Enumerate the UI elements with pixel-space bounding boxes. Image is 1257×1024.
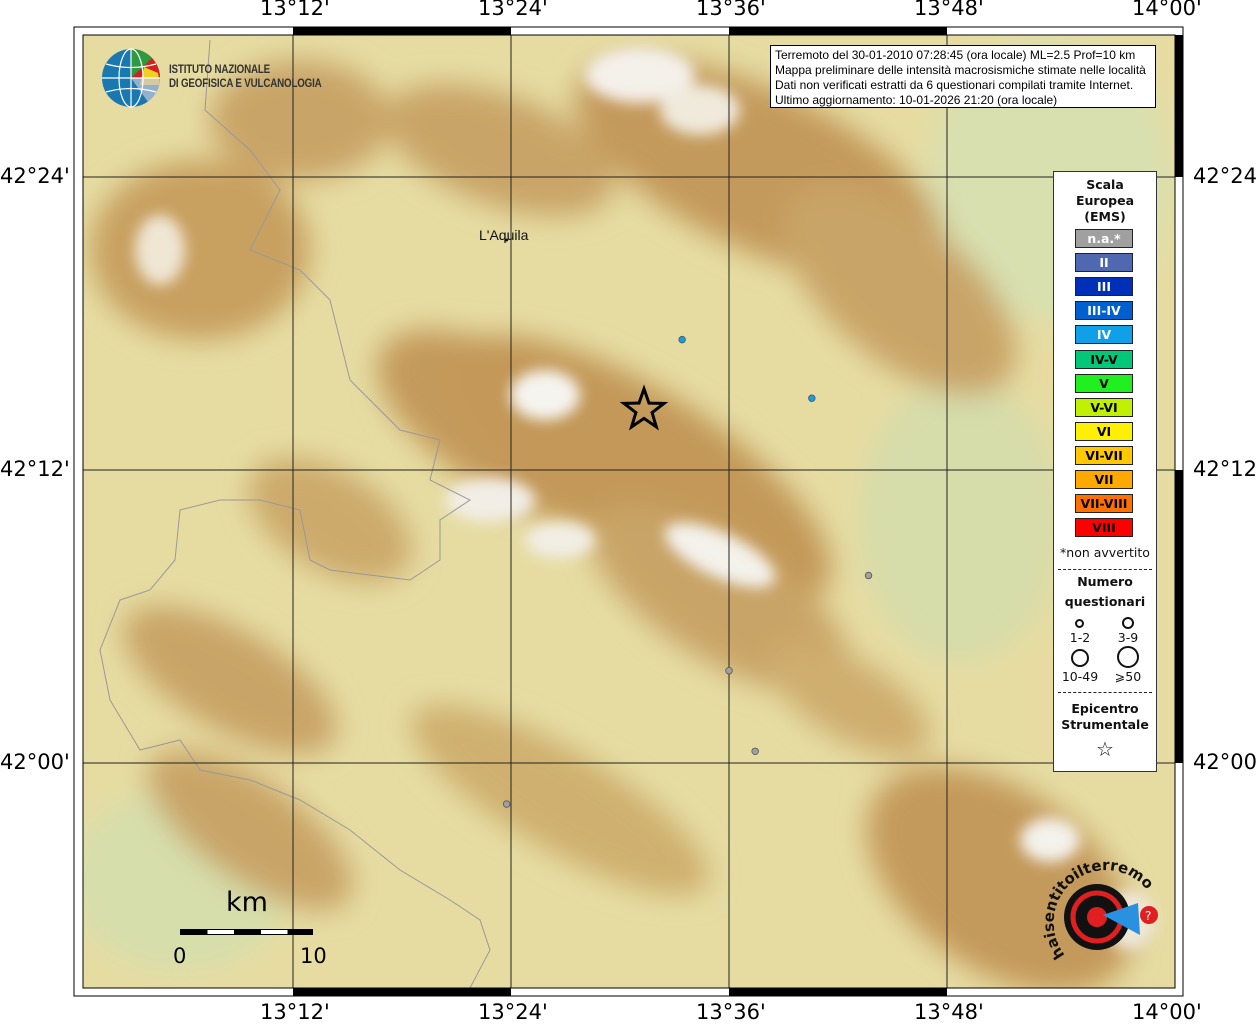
institute-line-1: ISTITUTO NAZIONALE <box>169 64 271 76</box>
legend-swatch: II <box>1075 253 1133 273</box>
intensity-point <box>864 571 873 580</box>
ring-xlarge-icon <box>1117 646 1139 668</box>
intensity-point <box>678 335 686 344</box>
lon-tick-top: 13°36' <box>696 0 766 20</box>
ingv-logo-icon <box>102 48 161 108</box>
legend-title: Scala Europea (EMS) <box>1054 177 1156 225</box>
info-line: Mappa preliminare delle intensità macros… <box>775 63 1146 77</box>
ring-small-icon <box>1075 619 1084 628</box>
count-label: ⩾50 <box>1114 669 1142 684</box>
intensity-point <box>502 800 511 808</box>
lon-tick-bottom: 13°24' <box>478 1000 548 1024</box>
epicenter-title-1: Epicentro <box>1071 701 1139 716</box>
lon-tick-top: 13°48' <box>914 0 984 20</box>
graticule <box>83 35 1175 988</box>
lon-tick-bottom: 13°48' <box>914 1000 984 1024</box>
lon-tick-bottom: 13°12' <box>260 1000 330 1024</box>
lat-tick-left: 42°24' <box>0 164 70 188</box>
info-line: Terremoto del 30-01-2010 07:28:45 (ora l… <box>775 48 1136 62</box>
legend-swatch: VI <box>1075 421 1133 441</box>
institute-name: ISTITUTO NAZIONALE DI GEOFISICA E VULCAN… <box>169 63 322 91</box>
legend-swatch: VII <box>1075 470 1133 489</box>
frame-segment <box>1175 470 1183 763</box>
lat-tick-right: 42°24' <box>1193 164 1257 188</box>
ring-medium-icon <box>1122 617 1134 629</box>
legend-swatch: III <box>1075 277 1133 297</box>
map-frame <box>73 26 1184 997</box>
count-title-2: questionari <box>1064 594 1146 609</box>
legend-swatch: IV-V <box>1075 349 1133 369</box>
lon-tick-top: 13°12' <box>260 0 330 20</box>
lon-tick-top: 14°00' <box>1132 0 1202 20</box>
count-label: 3-9 <box>1117 630 1139 645</box>
legend-title-line: Europea <box>1075 193 1135 208</box>
place-dot <box>505 238 509 242</box>
scalebar-start: 0 <box>173 944 187 968</box>
frame-segment <box>729 27 947 35</box>
legend-swatch: IV <box>1075 325 1133 345</box>
legend-swatch: VI-VII <box>1075 445 1133 465</box>
svg-text:?: ? <box>1145 909 1151 923</box>
intensity-point <box>751 747 759 755</box>
epicenter-star-icon <box>619 384 669 431</box>
lon-tick-bottom: 13°36' <box>696 1000 766 1024</box>
lat-tick-left: 42°12' <box>0 457 70 481</box>
legend-swatch: VII-VIII <box>1075 494 1133 514</box>
divider <box>1058 692 1152 693</box>
legend-title-line: (EMS) <box>1084 209 1126 224</box>
scalebar-unit: km <box>226 887 268 918</box>
divider <box>1058 569 1152 570</box>
count-title-1: Numero <box>1077 574 1133 589</box>
lon-tick-bottom: 14°00' <box>1132 1000 1202 1024</box>
intensity-point <box>725 667 733 675</box>
lat-tick-left: 42°00' <box>0 750 70 774</box>
legend: Scala Europea (EMS) n.a.* II III III-IV IV IV… <box>1053 171 1157 772</box>
info-line: Dati non verificati estratti da 6 questi… <box>775 78 1134 92</box>
epicenter-star-icon: ☆ <box>1096 737 1114 761</box>
count-label: 10-49 <box>1061 669 1099 684</box>
institute-line-2: DI GEOFISICA E VULCANOLOGIA <box>169 78 322 90</box>
legend-swatch: V <box>1075 373 1133 393</box>
legend-swatch: VIII <box>1075 518 1133 538</box>
terrain <box>83 35 1175 988</box>
scalebar-end: 10 <box>300 944 327 968</box>
haisentito-logo-icon: ? haisentitoilterremoto.it <box>1035 855 1158 963</box>
scalebar <box>180 929 313 935</box>
lat-tick-right: 42°12' <box>1193 457 1257 481</box>
intensity-point <box>808 394 816 402</box>
epicenter-title-2: Strumentale <box>1061 717 1149 732</box>
info-line: Ultimo aggiornamento: 10-01-2026 21:20 (… <box>775 93 1058 107</box>
legend-title-line: Scala <box>1086 177 1124 192</box>
legend-swatch: V-VI <box>1075 397 1133 417</box>
count-label: 1-2 <box>1069 630 1091 645</box>
lat-tick-right: 42°00' <box>1193 750 1257 774</box>
frame-segment <box>729 988 947 996</box>
event-info-box: Terremoto del 30-01-2010 07:28:45 (ora l… <box>770 45 1156 108</box>
ring-large-icon <box>1071 649 1089 667</box>
lon-tick-top: 13°24' <box>478 0 548 20</box>
frame-segment <box>293 988 511 996</box>
frame-segment <box>1175 35 1183 177</box>
legend-note: *non avvertito <box>1060 545 1150 560</box>
legend-swatch: n.a.* <box>1075 229 1133 248</box>
legend-swatch: III-IV <box>1075 301 1133 321</box>
place-label-laquila: L'Aquila <box>479 227 529 243</box>
frame-segment <box>293 27 511 35</box>
